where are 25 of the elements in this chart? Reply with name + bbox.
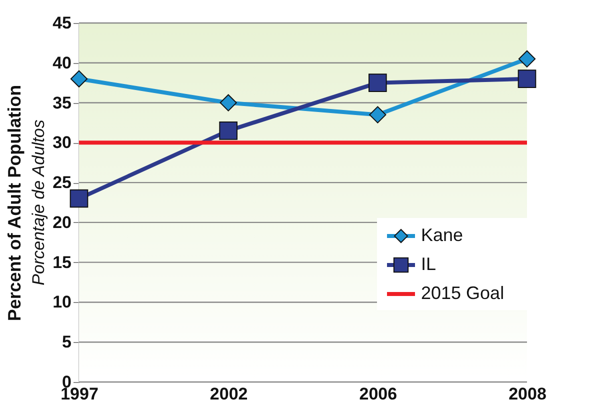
- x-tick-label: 2002: [210, 384, 248, 404]
- y-tick-label: 35: [52, 93, 72, 112]
- point: [368, 74, 387, 92]
- y-tick-label: 25: [52, 173, 72, 192]
- text: Porcentaje de Adultos: [29, 119, 48, 286]
- point: [518, 70, 536, 88]
- legend-label: Kane: [421, 225, 464, 245]
- point: [518, 50, 536, 68]
- y-tick-label: 30: [52, 133, 72, 152]
- y-tick-label: 10: [52, 292, 72, 312]
- point: [70, 70, 88, 88]
- point: [219, 122, 238, 140]
- y-tick-label: 45: [52, 14, 72, 32]
- y-tick-label: 5: [62, 332, 72, 352]
- x-tick-label: 2008: [508, 384, 546, 404]
- x-tick-label: 2006: [359, 384, 398, 404]
- point: [220, 94, 237, 112]
- y-tick-label: 40: [52, 53, 72, 72]
- y-tick-label: 15: [52, 252, 72, 272]
- legend-label: 2015 Goal: [421, 283, 504, 303]
- y-tick-label: 20: [52, 212, 72, 232]
- y-axis-title: Percent of Adult Population: [4, 84, 25, 322]
- point: [369, 106, 386, 124]
- point: [70, 189, 88, 208]
- legend-label: IL: [421, 254, 436, 274]
